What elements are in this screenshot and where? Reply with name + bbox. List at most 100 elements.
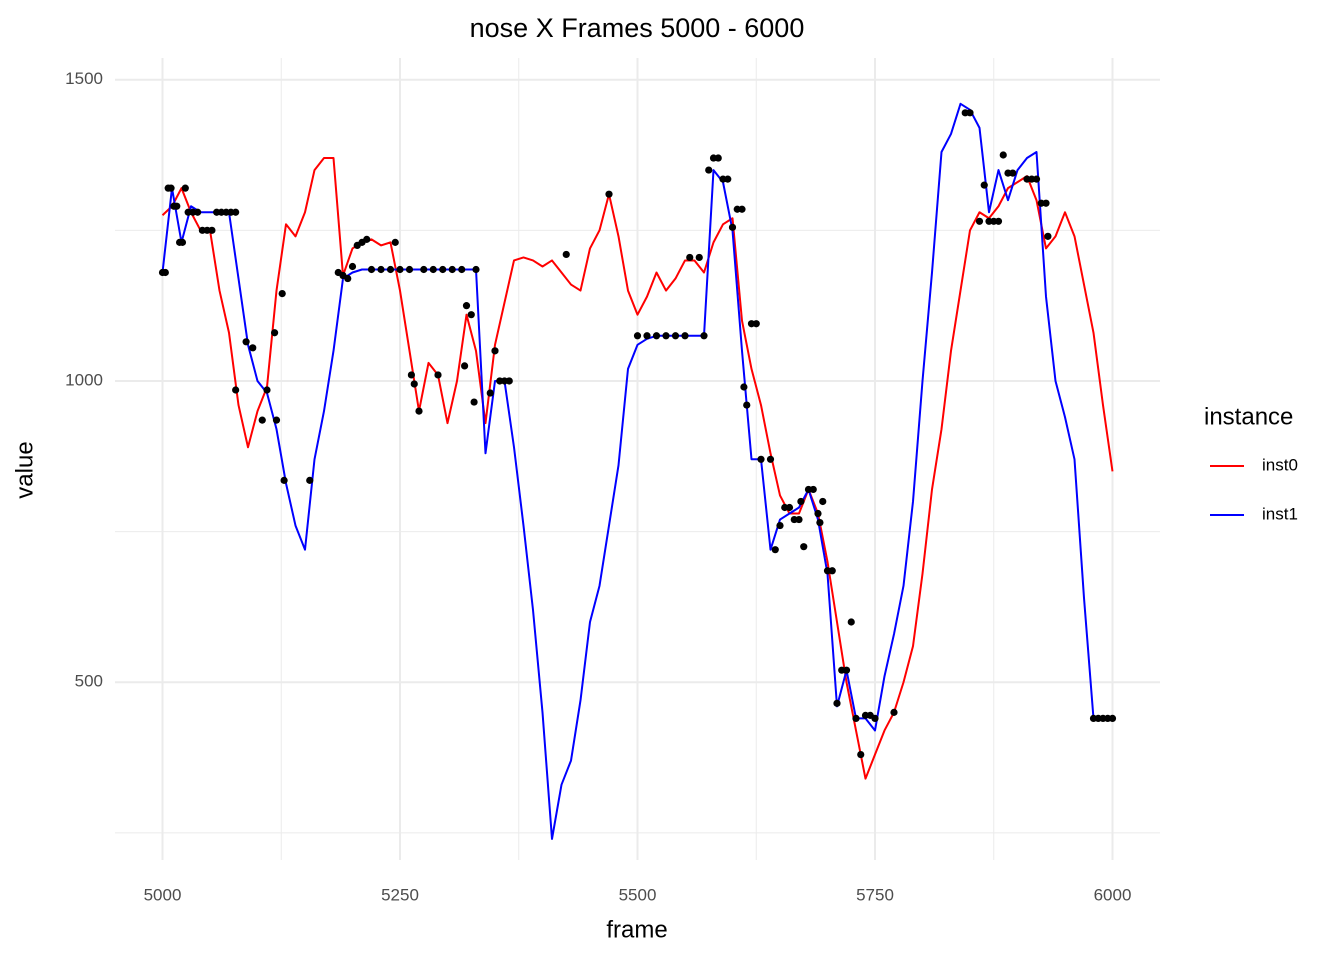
data-point xyxy=(833,699,841,707)
data-point xyxy=(271,329,279,337)
data-point xyxy=(816,518,824,527)
data-point xyxy=(458,265,466,274)
data-point xyxy=(771,546,779,554)
legend-label: inst1 xyxy=(1262,504,1298,523)
data-point xyxy=(232,208,240,216)
data-point xyxy=(994,217,1003,225)
data-point xyxy=(396,265,404,274)
legend-label: inst0 xyxy=(1262,455,1298,474)
data-point xyxy=(714,154,722,162)
data-point xyxy=(470,398,478,406)
x-tick-label: 6000 xyxy=(1094,885,1132,904)
data-point xyxy=(194,208,202,216)
data-point xyxy=(966,109,974,117)
data-point xyxy=(462,302,471,310)
data-point xyxy=(461,362,469,370)
data-point xyxy=(167,184,175,192)
plot-area xyxy=(115,58,1160,860)
data-point xyxy=(766,455,775,463)
y-axis-title: value xyxy=(11,441,38,498)
x-tick-label: 5750 xyxy=(856,885,894,904)
data-point xyxy=(562,250,570,259)
data-point xyxy=(232,386,240,394)
data-point xyxy=(1042,199,1050,207)
data-point xyxy=(1108,714,1117,722)
data-point xyxy=(263,386,271,394)
data-point xyxy=(975,217,984,225)
data-point xyxy=(980,181,988,189)
y-tick-label: 1000 xyxy=(65,370,103,389)
data-point xyxy=(752,320,760,328)
data-point xyxy=(258,416,266,424)
data-point xyxy=(809,485,817,494)
data-point xyxy=(776,521,784,530)
data-point xyxy=(491,347,499,355)
chart-title: nose X Frames 5000 - 6000 xyxy=(470,13,805,43)
data-point xyxy=(705,166,713,174)
data-point xyxy=(410,380,418,388)
data-line xyxy=(161,102,1113,840)
data-point xyxy=(467,311,475,319)
data-point xyxy=(643,332,651,340)
data-point xyxy=(797,497,805,506)
data-point xyxy=(740,383,748,391)
data-point xyxy=(724,175,732,183)
data-point xyxy=(662,332,670,340)
data-point xyxy=(278,289,286,298)
data-point xyxy=(505,377,513,385)
data-point xyxy=(420,265,428,274)
data-point xyxy=(249,344,257,352)
x-tick-label: 5000 xyxy=(144,885,182,904)
data-point xyxy=(405,265,414,274)
data-point xyxy=(181,184,189,192)
data-point xyxy=(681,332,689,340)
data-point xyxy=(857,750,865,759)
data-point xyxy=(871,714,879,722)
data-point xyxy=(386,265,395,274)
data-point xyxy=(1032,175,1041,183)
x-tick-label: 5500 xyxy=(619,885,657,904)
data-point xyxy=(272,416,281,424)
data-point xyxy=(795,515,803,524)
data-point xyxy=(344,274,352,283)
data-point xyxy=(161,268,169,277)
data-point xyxy=(363,235,371,243)
data-point xyxy=(1009,169,1017,177)
data-point xyxy=(377,265,385,274)
data-point xyxy=(486,389,494,397)
data-point xyxy=(743,401,751,409)
data-point xyxy=(280,476,288,484)
data-point xyxy=(448,265,456,274)
data-point xyxy=(652,332,661,340)
data-point xyxy=(208,226,216,234)
data-point xyxy=(415,407,423,415)
data-point xyxy=(242,338,250,346)
x-axis-title: frame xyxy=(606,916,667,943)
data-point xyxy=(367,265,376,274)
data-point xyxy=(1044,232,1052,240)
data-point xyxy=(695,253,703,262)
data-point xyxy=(814,509,822,518)
data-point xyxy=(852,714,860,722)
y-tick-label: 500 xyxy=(75,672,103,691)
data-line xyxy=(161,157,1114,780)
y-tick-label: 1500 xyxy=(65,69,103,88)
data-point xyxy=(391,238,399,246)
data-point xyxy=(686,253,694,262)
data-point xyxy=(828,567,836,575)
data-point xyxy=(999,151,1007,159)
x-tick-label: 5250 xyxy=(381,885,419,904)
data-point xyxy=(819,497,827,506)
data-point xyxy=(178,238,187,246)
data-point xyxy=(671,332,680,340)
data-point xyxy=(434,371,442,379)
data-point xyxy=(407,371,415,379)
data-point xyxy=(757,455,765,463)
data-point xyxy=(472,265,480,274)
data-point xyxy=(847,618,855,626)
data-point xyxy=(890,708,898,716)
data-point xyxy=(173,202,181,210)
data-point xyxy=(633,332,642,340)
data-point xyxy=(439,265,447,274)
